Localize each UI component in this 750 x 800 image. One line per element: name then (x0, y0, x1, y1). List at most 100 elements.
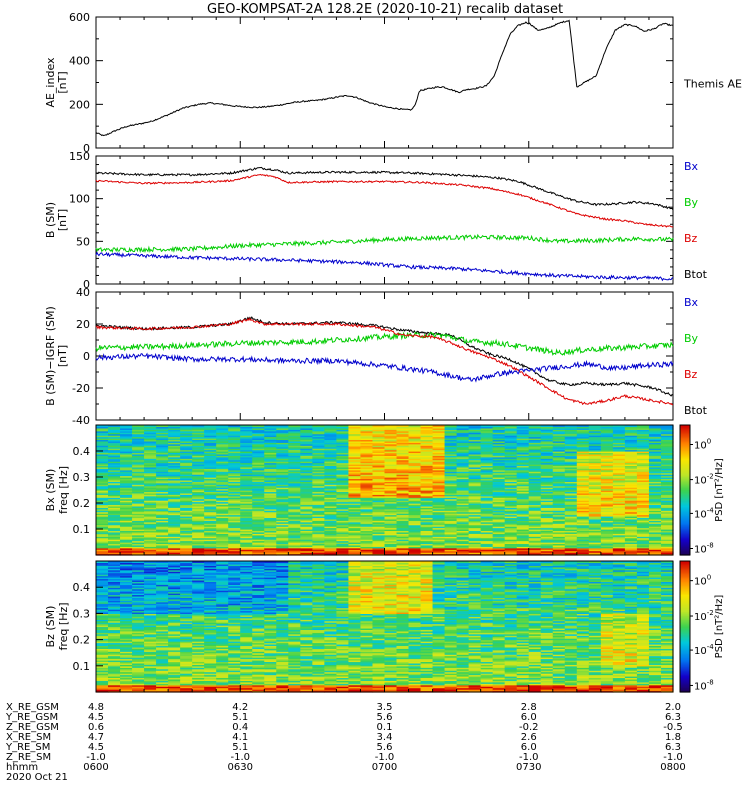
bx-spec-panel-cell (396, 540, 410, 543)
bz-spec-panel-cell (120, 675, 133, 679)
bx-spec-panel-cell (432, 429, 446, 432)
bx-spec-panel-cell (528, 440, 542, 443)
bx-spec-panel-cell (504, 552, 518, 555)
bx-spec-panel-cell (324, 481, 338, 484)
bx-spec-panel-cell (480, 549, 494, 552)
bx-spec-panel-cell (552, 510, 566, 513)
bx-spec-panel-cell (348, 482, 362, 485)
bx-spec-panel-cell (564, 440, 578, 443)
bz-spec-panel-cell (96, 575, 109, 578)
bx-spec-panel-cell (648, 524, 662, 527)
bx-spec-panel-cell (384, 449, 398, 452)
bx-spec-panel-cell (564, 540, 578, 543)
bx-spec-panel-cell (588, 533, 602, 536)
bx-spec-panel-cell (444, 461, 458, 464)
bx-spec-panel-cell (636, 547, 650, 550)
bx-spec-panel-colorbar-cell (680, 497, 690, 500)
bx-spec-panel-cell (168, 516, 181, 519)
bx-spec-panel-cell (624, 466, 638, 469)
bx-spec-panel-cell (300, 471, 313, 474)
bx-spec-panel-cell (96, 494, 109, 497)
bx-spec-panel-cell (312, 518, 325, 521)
bx-spec-panel-cell (516, 432, 530, 435)
bx-spec-panel-cell (540, 521, 554, 524)
bx-spec-panel-cell (312, 498, 325, 501)
bx-spec-panel-cell (384, 440, 398, 443)
bx-spec-panel-cell (252, 550, 265, 553)
bx-spec-panel-cell (528, 429, 542, 432)
bx-spec-panel-cell (180, 469, 193, 472)
bx-spec-panel-cell (420, 485, 434, 488)
bx-spec-panel-cell (288, 443, 301, 446)
bx-spec-panel-cell (324, 511, 338, 514)
bx-spec-panel-cell (144, 430, 157, 433)
bx-spec-panel-cell (264, 427, 277, 430)
bx-spec-panel-cell (180, 534, 193, 537)
bx-spec-panel-cell (528, 534, 542, 537)
bx-spec-panel-cell (576, 517, 590, 520)
bx-spec-panel-cell (96, 498, 109, 501)
bz-spec-panel-cell (108, 655, 121, 658)
bx-spec-panel-cell (636, 490, 650, 493)
bx-spec-panel-cell (348, 540, 362, 543)
bx-spec-panel-cell (540, 438, 554, 441)
bx-spec-panel-cell (336, 510, 350, 513)
bx-spec-panel-colorbar-cell (680, 445, 690, 448)
bx-spec-panel-cell (396, 520, 410, 523)
bx-spec-panel-cell (156, 464, 169, 467)
bx-spec-panel-cell (132, 501, 145, 504)
bx-spec-panel-cell (192, 500, 205, 503)
bx-spec-panel-cell (156, 490, 169, 493)
bx-spec-panel-cell (492, 498, 506, 501)
bx-spec-panel-cell (96, 510, 109, 513)
bx-spec-panel-cell (180, 491, 193, 494)
bx-spec-panel-cell (96, 534, 109, 537)
bx-spec-panel-cell (372, 477, 386, 480)
bx-spec-panel-cell (588, 540, 602, 543)
bx-spec-panel-cell (600, 524, 614, 527)
bx-spec-panel-cell (168, 442, 181, 445)
bx-spec-panel-cell (396, 550, 410, 553)
bx-spec-panel-cell (576, 453, 590, 456)
bx-spec-panel-cell (660, 475, 674, 478)
bx-spec-panel-cell (96, 474, 109, 477)
bx-spec-panel-cell (216, 505, 229, 508)
bx-spec-panel-cell (504, 543, 518, 546)
bx-spec-panel-cell (480, 491, 494, 494)
bx-spec-panel-cell (636, 439, 650, 442)
bx-spec-panel-cell (132, 475, 145, 478)
bx-spec-panel-cell (120, 498, 133, 501)
bx-spec-panel-cell (132, 494, 145, 497)
b-igrf-panel-ytick-label: -20 (72, 382, 90, 395)
bx-spec-panel-cell (612, 432, 626, 435)
bx-spec-panel-cell (516, 427, 530, 430)
bx-spec-panel-cell (648, 443, 662, 446)
bx-spec-panel-cell (420, 533, 434, 536)
bx-spec-panel-cell (540, 425, 554, 428)
bx-spec-panel-cell (432, 508, 446, 511)
bx-spec-panel-cell (108, 526, 121, 529)
bx-spec-panel-cell (204, 425, 217, 428)
bz-spec-panel-cell (120, 581, 133, 584)
bx-spec-panel-cell (480, 527, 494, 530)
bx-spec-panel-cell (216, 530, 229, 533)
bx-spec-panel-cell (456, 429, 470, 432)
bx-spec-panel-cell (360, 435, 374, 438)
bx-spec-panel-cell (372, 497, 386, 500)
bz-spec-panel-cell (108, 661, 121, 664)
bx-spec-panel-cell (636, 520, 650, 523)
bx-spec-panel-cell (228, 456, 241, 459)
bx-spec-panel-cell (372, 474, 386, 477)
bx-spec-panel-cell (540, 448, 554, 451)
bx-spec-panel-cell (468, 491, 482, 494)
bx-spec-panel-cell (492, 430, 506, 433)
bx-spec-panel-cell (324, 472, 338, 475)
bx-spec-panel-cell (552, 511, 566, 514)
bx-spec-panel-cell (468, 471, 482, 474)
bx-spec-panel-cell (648, 481, 662, 484)
bx-spec-panel-cell (360, 510, 374, 513)
bx-spec-panel-cell (576, 456, 590, 459)
bx-spec-panel-colorbar-cell (680, 539, 690, 542)
bx-spec-panel-cell (408, 520, 422, 523)
bx-spec-panel-cell (504, 484, 518, 487)
